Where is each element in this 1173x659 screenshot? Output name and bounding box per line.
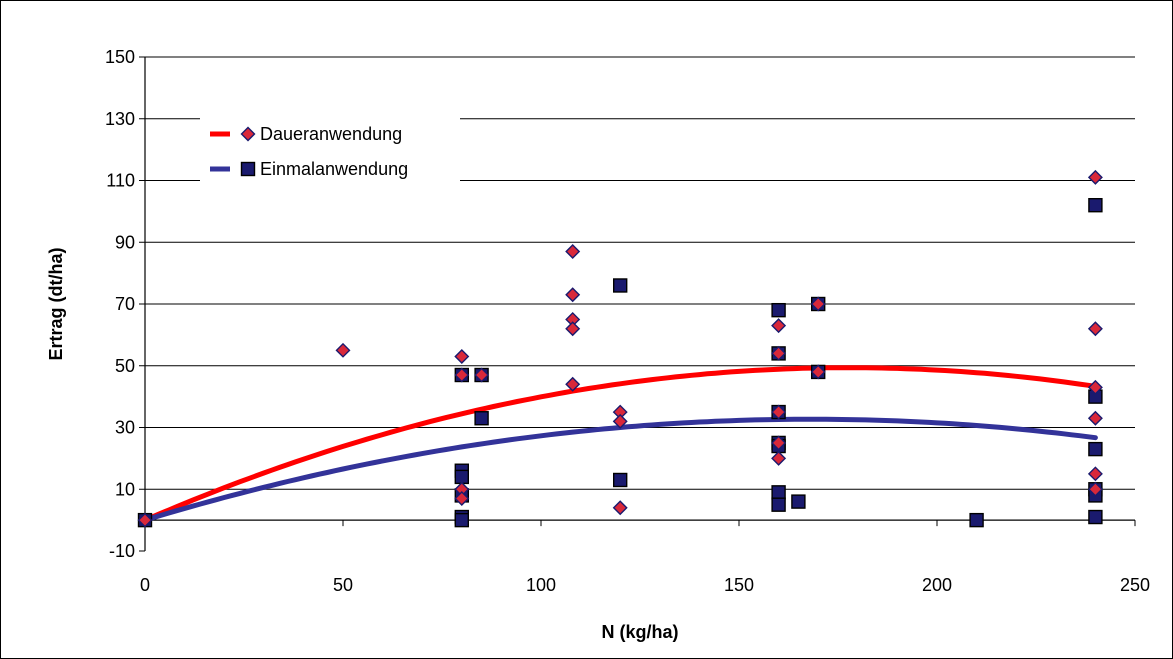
y-tick-label: 110 [106,171,135,191]
data-point-series-1 [454,491,470,507]
data-point-series-1 [810,364,826,380]
legend: Daueranwendung Einmalanwendung [200,118,460,184]
data-point-series-1 [1087,379,1103,395]
data-point-series-1 [1087,466,1103,482]
data-point-series-2 [1088,197,1103,213]
legend-label-series-2: Einmalanwendung [260,159,408,179]
data-point-series-1 [612,500,628,516]
y-tick-label: 50 [115,356,135,376]
data-point-series-1 [771,345,787,361]
legend-marker-series-1 [240,126,256,142]
data-point-series-1 [771,318,787,334]
data-point-series-1 [565,287,581,303]
data-point-series-1 [454,348,470,364]
data-point-series-2 [771,302,786,318]
data-point-series-1 [565,244,581,260]
data-point-series-1 [771,435,787,451]
x-tick-label: 200 [922,575,952,595]
x-tick-label: 250 [1120,575,1150,595]
data-point-series-1 [1087,169,1103,185]
data-point-series-1 [612,413,628,429]
data-point-series-1 [1087,321,1103,337]
legend-marker-series-2 [240,161,256,177]
data-point-series-2 [454,512,469,528]
data-point-series-1 [771,404,787,420]
data-point-series-1 [335,342,351,358]
data-point-series-2 [969,512,984,528]
data-point-series-1 [771,450,787,466]
x-tick-label: 150 [724,575,754,595]
y-tick-label: 150 [105,47,135,67]
data-point-series-2 [1088,509,1103,525]
y-tick-label: 90 [115,232,135,252]
x-tick-label: 50 [333,575,353,595]
data-point-series-1 [810,296,826,312]
data-point-series-2 [1088,441,1103,457]
data-point-series-2 [791,494,806,509]
data-point-series-1 [1087,481,1103,497]
data-point-series-1 [565,321,581,337]
x-tick-label: 100 [526,575,556,595]
data-point-series-2 [771,497,786,512]
data-point-series-2 [474,411,489,426]
legend-label-series-1: Daueranwendung [260,124,402,144]
y-tick-label: -10 [109,541,135,561]
data-point-series-1 [137,512,153,528]
y-tick-label: 10 [115,479,135,499]
y-tick-label: 130 [105,109,135,129]
data-point-series-2 [771,485,786,500]
data-point-series-1 [454,367,470,383]
x-tick-label: 0 [140,575,150,595]
trendline-series-1 [142,365,1098,523]
data-point-series-2 [613,472,628,488]
y-axis-title: Ertrag (dt/ha) [46,247,66,360]
x-axis-title: N (kg/ha) [601,622,678,642]
data-point-series-1 [565,376,581,392]
y-tick-label: 30 [115,418,135,438]
y-tick-label: 70 [115,294,135,314]
data-point-series-2 [613,278,628,293]
data-point-series-1 [1087,410,1103,426]
data-point-series-1 [474,367,490,383]
data-point-series-2 [454,469,469,485]
